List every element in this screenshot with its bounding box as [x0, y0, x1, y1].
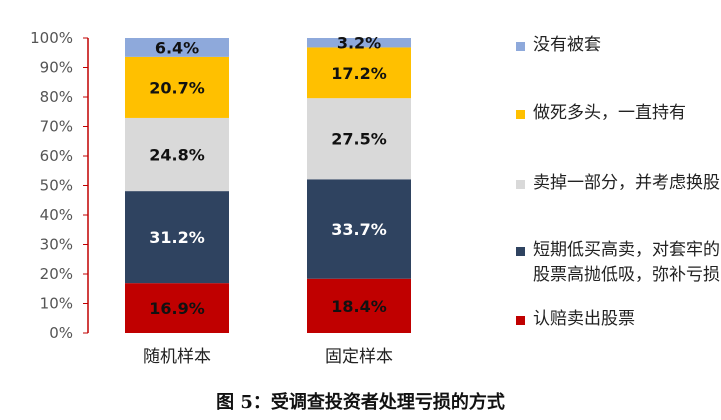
- bar-segment: [125, 191, 229, 284]
- legend: 没有被套 做死多头，一直持有 卖掉一部分，并考虑换股 短期低买高卖，对套牢的股票…: [516, 0, 721, 340]
- y-tick-label: 90%: [40, 59, 73, 77]
- y-axis-ticks: 0% 10% 20% 30% 40% 50% 60% 70% 80% 90% 100%: [30, 29, 88, 342]
- bars: [125, 38, 411, 333]
- data-label: 33.7%: [331, 220, 387, 239]
- y-tick-label: 70%: [40, 118, 73, 136]
- y-tick-label: 50%: [40, 177, 73, 195]
- bar-segment: [125, 38, 229, 57]
- y-tick-label: 0%: [49, 324, 73, 342]
- category-label: 随机样本: [143, 347, 211, 367]
- y-tick-label: 100%: [30, 29, 73, 47]
- bar-segment: [125, 56, 229, 118]
- legend-item-swing-trade: 短期低买高卖，对套牢的股票高抛低吸，弥补亏损: [516, 238, 721, 288]
- data-label: 31.2%: [149, 228, 205, 247]
- y-tick-label: 30%: [40, 236, 73, 254]
- y-tick-label: 40%: [40, 206, 73, 224]
- data-label: 6.4%: [155, 38, 199, 57]
- legend-swatch: [516, 247, 525, 256]
- y-tick-label: 60%: [40, 147, 73, 165]
- data-label: 18.4%: [331, 297, 387, 316]
- legend-item-cut-loss: 认赔卖出股票: [516, 307, 721, 332]
- legend-swatch: [516, 316, 525, 325]
- legend-swatch: [516, 110, 525, 119]
- bar-segment: [307, 98, 411, 180]
- legend-swatch: [516, 180, 525, 189]
- data-label: 24.8%: [149, 146, 205, 165]
- data-labels: 16.9% 31.2% 24.8% 20.7% 6.4% 18.4% 33.7% 27.5% 1…: [149, 34, 387, 318]
- data-label: 16.9%: [149, 299, 205, 318]
- data-label: 3.2%: [337, 34, 381, 53]
- legend-item-hold: 做死多头，一直持有: [516, 101, 721, 126]
- legend-item-no-loss: 没有被套: [516, 33, 721, 58]
- category-labels: 随机样本 固定样本: [143, 347, 393, 367]
- y-tick-label: 20%: [40, 265, 73, 283]
- legend-item-sell-part: 卖掉一部分，并考虑换股: [516, 171, 721, 196]
- data-label: 17.2%: [331, 64, 387, 83]
- bar-segment: [125, 283, 229, 333]
- figure-caption: 图 5：受调查投资者处理亏损的方式: [216, 392, 505, 413]
- legend-label: 没有被套: [533, 35, 601, 55]
- legend-swatch: [516, 42, 525, 51]
- y-tick-label: 80%: [40, 88, 73, 106]
- data-label: 27.5%: [331, 130, 387, 149]
- legend-label: 做死多头，一直持有: [533, 103, 686, 123]
- y-tick-label: 10%: [40, 295, 73, 313]
- bar-segment: [307, 278, 411, 333]
- bar-segment: [307, 179, 411, 279]
- legend-label: 卖掉一部分，并考虑换股: [533, 173, 720, 193]
- data-label: 20.7%: [149, 78, 205, 97]
- legend-label: 认赔卖出股票: [533, 309, 635, 329]
- legend-label: 短期低买高卖，对套牢的股票高抛低吸，弥补亏损: [533, 240, 720, 285]
- bar-segment: [307, 38, 411, 48]
- bar-segment: [307, 47, 411, 99]
- category-label: 固定样本: [325, 347, 393, 367]
- bar-segment: [125, 117, 229, 192]
